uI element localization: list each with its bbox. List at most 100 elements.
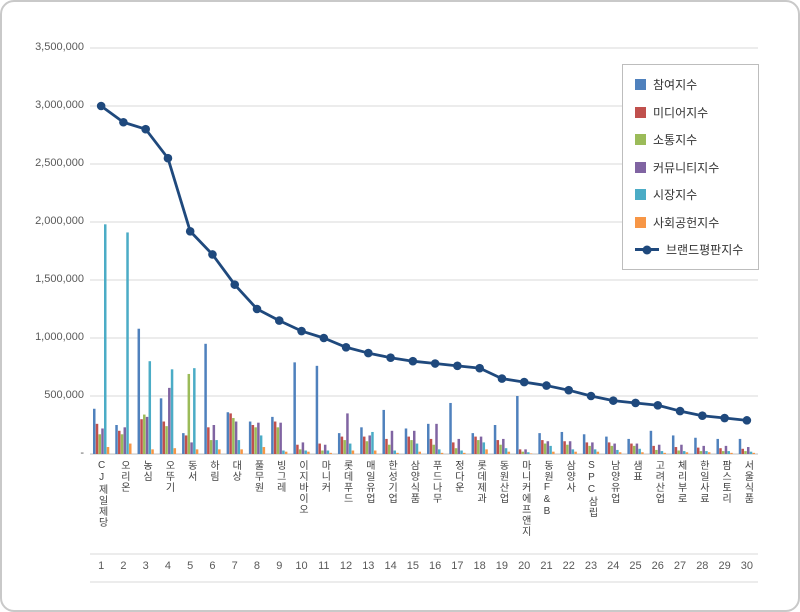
bar-소통지수 — [209, 440, 213, 454]
line-marker — [208, 250, 217, 259]
legend-label: 사회공헌지수 — [653, 215, 720, 230]
bar-커뮤니티지수 — [390, 430, 394, 454]
bar-시장지수 — [527, 452, 530, 454]
series-swatch-icon — [635, 79, 646, 90]
bar-사회공헌지수 — [485, 449, 488, 454]
bar-참여지수 — [538, 433, 541, 454]
bar-미디어지수 — [385, 438, 388, 454]
legend-item: 소통지수 — [635, 131, 746, 148]
bar-사회공헌지수 — [418, 451, 421, 454]
bar-참여지수 — [449, 402, 452, 454]
bar-시장지수 — [348, 443, 352, 454]
bar-커뮤니티지수 — [457, 438, 461, 454]
bar-사회공헌지수 — [529, 453, 533, 454]
line-marker — [608, 396, 618, 405]
bar-커뮤니티지수 — [212, 425, 216, 454]
bar-참여지수 — [404, 428, 408, 454]
bar-커뮤니티지수 — [746, 447, 750, 454]
bar-소통지수 — [432, 444, 436, 454]
bar-커뮤니티지수 — [546, 441, 550, 454]
bar-시장지수 — [593, 449, 597, 454]
bar-소통지수 — [120, 434, 124, 454]
bar-참여지수 — [315, 365, 319, 454]
bar-사회공헌지수 — [752, 452, 755, 454]
bar-커뮤니티지수 — [702, 445, 705, 454]
legend-label: 미디어지수 — [653, 105, 709, 120]
bar-참여지수 — [360, 427, 363, 454]
bar-소통지수 — [143, 414, 146, 454]
bar-시장지수 — [571, 449, 575, 454]
bar-시장지수 — [415, 443, 419, 454]
bar-사회공헌지수 — [440, 452, 444, 454]
bar-미디어지수 — [229, 413, 232, 454]
legend-label: 소통지수 — [653, 133, 698, 147]
bar-소통지수 — [343, 440, 346, 454]
bar-참여지수 — [694, 437, 697, 454]
bar-사회공헌지수 — [151, 449, 154, 454]
bar-사회공헌지수 — [730, 452, 733, 454]
bar-시장지수 — [616, 449, 619, 454]
bar-시장지수 — [549, 445, 552, 454]
series-swatch-icon — [635, 134, 646, 145]
bar-사회공헌지수 — [707, 452, 711, 454]
series-swatch-icon — [635, 189, 646, 200]
bar-소통지수 — [543, 443, 547, 454]
bar-참여지수 — [716, 438, 719, 454]
bar-참여지수 — [204, 343, 207, 454]
bar-참여지수 — [627, 438, 630, 454]
bar-미디어지수 — [719, 448, 722, 454]
line-dot-icon — [642, 245, 652, 254]
bar-사회공헌지수 — [507, 451, 511, 454]
bar-미디어지수 — [585, 442, 589, 454]
bar-커뮤니티지수 — [145, 416, 149, 454]
bar-미디어지수 — [541, 440, 544, 454]
line-marker — [698, 411, 707, 421]
legend-item: 사회공헌지수 — [635, 214, 746, 231]
bar-미디어지수 — [162, 421, 166, 454]
bar-커뮤니티지수 — [657, 444, 661, 454]
bar-시장지수 — [727, 451, 730, 454]
bar-소통지수 — [276, 427, 280, 454]
bar-소통지수 — [321, 450, 324, 454]
line-marker — [341, 342, 351, 352]
line-marker — [319, 333, 329, 343]
bar-사회공헌지수 — [106, 447, 110, 454]
line-marker-icon — [635, 245, 659, 254]
bar-참여지수 — [493, 425, 497, 454]
bar-미디어지수 — [452, 442, 455, 454]
bar-커뮤니티지수 — [635, 443, 639, 454]
bar-미디어지수 — [607, 442, 611, 454]
series-swatch-icon — [635, 161, 646, 173]
bar-소통지수 — [499, 444, 502, 454]
line-marker — [252, 304, 262, 314]
bar-시장지수 — [460, 450, 463, 454]
bar-미디어지수 — [741, 448, 744, 454]
bar-사회공헌지수 — [218, 449, 221, 454]
line-marker — [631, 398, 640, 408]
bar-소통지수 — [232, 418, 235, 454]
bar-참여지수 — [182, 433, 185, 454]
bar-소통지수 — [165, 426, 168, 454]
line-marker — [519, 377, 529, 387]
bar-커뮤니티지수 — [190, 442, 193, 454]
bar-소통지수 — [655, 449, 658, 454]
bar-참여지수 — [427, 423, 430, 454]
bar-사회공헌지수 — [596, 451, 600, 454]
line-marker — [720, 413, 729, 423]
bar-사회공헌지수 — [284, 451, 288, 454]
bar-커뮤니티지수 — [724, 445, 728, 454]
bar-미디어지수 — [696, 447, 700, 454]
bar-참여지수 — [115, 425, 118, 454]
bar-사회공헌지수 — [552, 451, 555, 454]
bar-미디어지수 — [652, 445, 655, 454]
bar-커뮤니티지수 — [524, 449, 527, 454]
line-marker — [675, 406, 685, 416]
bar-참여지수 — [382, 409, 385, 454]
bar-사회공헌지수 — [463, 452, 466, 454]
bar-커뮤니티지수 — [613, 443, 616, 454]
line-marker — [564, 385, 574, 395]
line-marker — [497, 374, 507, 383]
legend-item: 브랜드평판지수 — [635, 241, 746, 258]
line-marker — [475, 363, 484, 373]
series-swatch-icon — [635, 216, 646, 228]
